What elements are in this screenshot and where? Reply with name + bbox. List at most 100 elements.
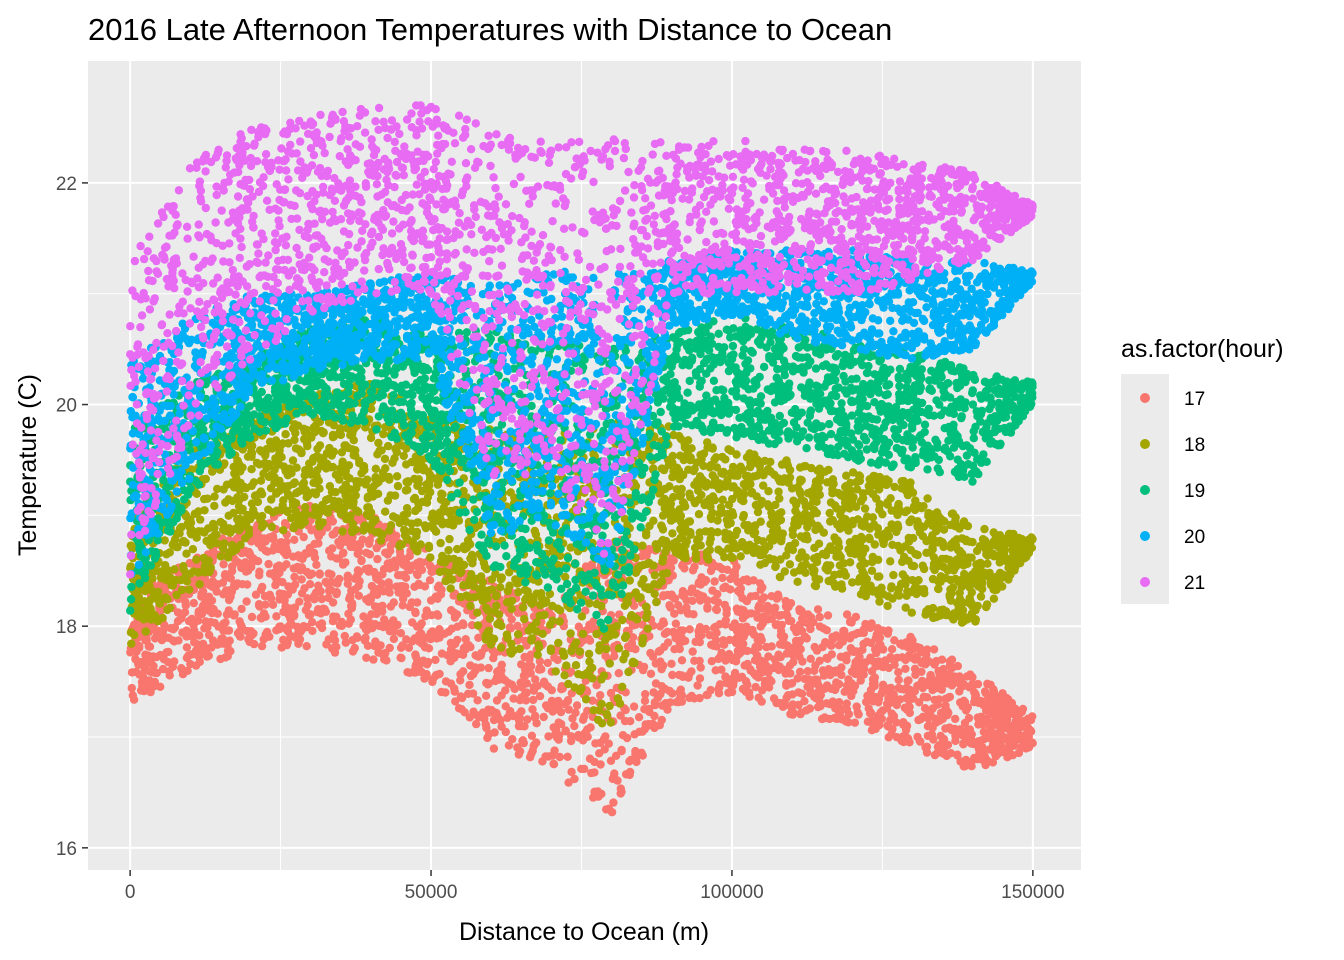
point (509, 711, 518, 721)
point (535, 663, 544, 673)
point (649, 516, 658, 525)
point (520, 652, 529, 662)
point (850, 681, 860, 691)
point (788, 651, 798, 660)
point (412, 559, 422, 568)
point (976, 714, 985, 723)
point (905, 688, 914, 697)
point (756, 560, 765, 569)
point (758, 604, 767, 613)
point (803, 535, 812, 544)
point (210, 523, 219, 533)
point (520, 614, 529, 624)
point (921, 693, 930, 702)
point (677, 543, 686, 552)
point (597, 789, 606, 799)
point (985, 718, 994, 727)
point (578, 629, 588, 639)
point (186, 528, 195, 537)
point (992, 749, 1001, 758)
point (890, 660, 899, 669)
point (272, 488, 281, 497)
point (595, 641, 604, 650)
point (338, 560, 348, 569)
point (539, 712, 548, 722)
point (437, 649, 447, 658)
point (302, 510, 311, 519)
point (355, 456, 364, 465)
point (316, 587, 325, 596)
point (538, 629, 547, 638)
point (402, 460, 411, 469)
point (373, 554, 382, 564)
point (719, 583, 728, 593)
point (283, 590, 293, 599)
point (1009, 709, 1018, 719)
point (773, 620, 782, 629)
point (420, 641, 429, 650)
point (927, 730, 937, 739)
point (785, 465, 795, 475)
point (949, 566, 958, 575)
point (332, 612, 341, 621)
point (1018, 717, 1027, 727)
point (560, 671, 569, 680)
point (300, 517, 309, 527)
point (787, 616, 796, 626)
point (887, 645, 897, 654)
point (445, 534, 454, 544)
point (463, 536, 473, 545)
point (341, 638, 350, 647)
point (205, 581, 215, 590)
point (473, 696, 482, 705)
point (602, 709, 611, 718)
point (433, 630, 443, 639)
point (788, 700, 797, 709)
point (782, 456, 791, 465)
point (527, 731, 537, 740)
point (716, 503, 726, 512)
point (246, 627, 256, 636)
point (533, 650, 542, 660)
point (540, 610, 549, 620)
point (945, 677, 954, 686)
point (901, 655, 910, 665)
point (175, 524, 185, 533)
point (746, 592, 756, 601)
point (496, 583, 505, 592)
point (327, 487, 337, 496)
point (496, 643, 506, 652)
point (644, 719, 653, 729)
point (316, 461, 326, 471)
point (733, 586, 743, 596)
point (1012, 735, 1021, 744)
point (770, 607, 779, 617)
point (725, 651, 734, 661)
point (788, 710, 797, 719)
point (946, 575, 955, 585)
point (941, 724, 950, 733)
point (616, 711, 625, 720)
point (894, 675, 903, 685)
point (742, 546, 752, 555)
point (739, 510, 748, 520)
point (785, 560, 795, 569)
point (675, 451, 685, 460)
point (839, 626, 848, 636)
point (207, 643, 216, 652)
point (893, 520, 902, 529)
point (229, 462, 238, 472)
point (996, 729, 1005, 738)
point (357, 556, 366, 566)
point (668, 670, 677, 680)
point (433, 583, 443, 592)
point (911, 670, 920, 679)
point (478, 596, 488, 606)
point (684, 517, 693, 526)
point (861, 619, 870, 629)
point (646, 648, 655, 658)
point (710, 577, 719, 586)
point (625, 767, 635, 777)
point (903, 481, 913, 490)
point (861, 592, 870, 601)
